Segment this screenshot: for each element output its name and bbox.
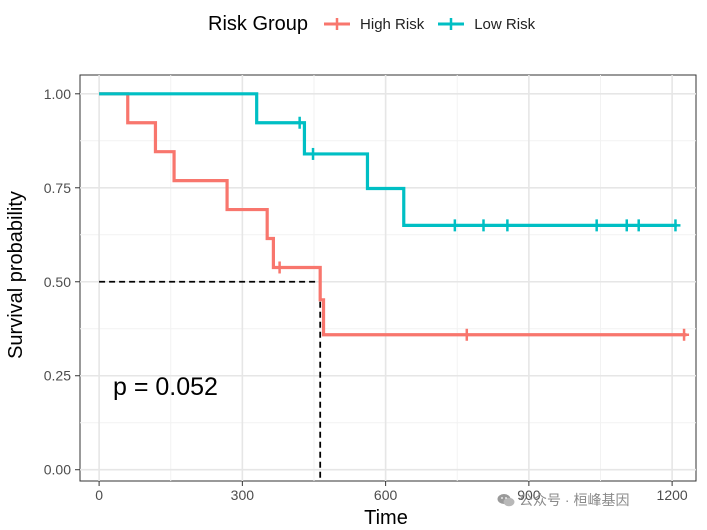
axis-ticks: 0 300 600 900 1200 0.00 0.25 0.50 0.75 1.00: [44, 86, 688, 503]
legend-key-low-risk: [438, 18, 465, 30]
x-axis-label: Time: [364, 507, 408, 529]
x-tick-label: 0: [95, 487, 103, 503]
censor-mark-low-risk: [591, 219, 602, 232]
y-tick-label: 0.25: [44, 368, 71, 384]
legend-label-high-risk: High Risk: [360, 15, 425, 33]
legend-title: Risk Group: [208, 12, 309, 35]
censor-mark-low-risk: [633, 219, 644, 232]
x-tick-label: 900: [517, 487, 541, 503]
censor-mark-low-risk: [502, 219, 513, 232]
censor-mark-low-risk: [449, 219, 460, 232]
curve-low-risk: [99, 92, 677, 227]
censor-mark-low-risk: [621, 219, 632, 232]
legend-key-high-risk: [324, 18, 351, 30]
plot-panel: [79, 74, 697, 482]
censor-mark-high-risk: [461, 328, 472, 341]
y-tick-label: 0.75: [44, 180, 71, 196]
y-tick-label: 0.00: [44, 462, 71, 478]
censor-mark-high-risk: [274, 261, 285, 274]
p-value-annotation: p = 0.052: [113, 373, 218, 401]
legend: Risk Group High Risk Low Risk: [208, 10, 539, 38]
curve-high-risk: [99, 92, 687, 337]
censor-mark-low-risk: [308, 147, 319, 160]
y-tick-label: 0.50: [44, 274, 71, 290]
censor-mark-low-risk: [670, 219, 681, 232]
watermark: 公众号 · 桓峰基因: [497, 490, 629, 510]
y-tick-label: 1.00: [44, 86, 71, 102]
x-tick-label: 300: [231, 487, 255, 503]
wechat-icon: [497, 494, 515, 507]
legend-item-low-risk: Low Risk: [436, 16, 535, 33]
censor-mark-low-risk: [294, 116, 305, 129]
y-axis-label: Survival probability: [5, 191, 27, 359]
watermark-text: 公众号 · 桓峰基因: [519, 492, 630, 508]
censor-mark-high-risk: [679, 328, 690, 341]
x-tick-label: 600: [374, 487, 398, 503]
censor-mark-low-risk: [478, 219, 489, 232]
survival-curves: [99, 92, 690, 341]
x-tick-label: 1200: [657, 487, 688, 503]
legend-label-low-risk: Low Risk: [474, 15, 536, 33]
legend-item-high-risk: High Risk: [322, 16, 424, 33]
median-lines: [99, 280, 322, 481]
